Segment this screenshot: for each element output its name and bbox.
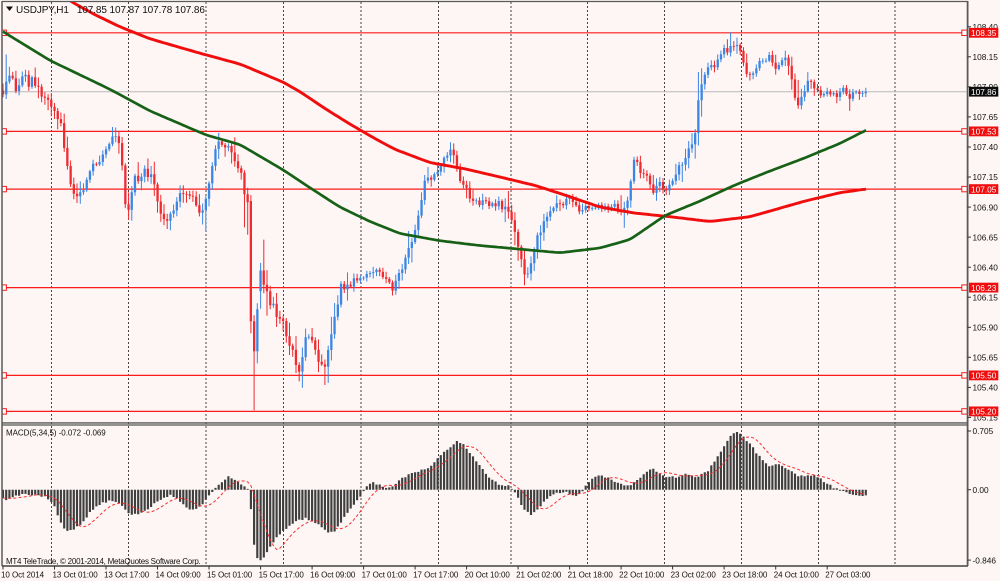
svg-text:MT4 TeleTrade, © 2001-2014, Me: MT4 TeleTrade, © 2001-2014, MetaQuotes S… xyxy=(6,557,201,566)
svg-text:0.705: 0.705 xyxy=(973,426,994,436)
svg-text:14 Oct 09:00: 14 Oct 09:00 xyxy=(156,571,202,580)
svg-text:106.40: 106.40 xyxy=(973,262,999,272)
svg-text:0.00: 0.00 xyxy=(973,485,990,495)
svg-text:106.15: 106.15 xyxy=(973,292,999,302)
svg-text:13 Oct 17:00: 13 Oct 17:00 xyxy=(104,571,150,580)
svg-text:23 Oct 18:00: 23 Oct 18:00 xyxy=(722,571,768,580)
svg-text:108.35: 108.35 xyxy=(971,28,997,38)
svg-text:105.90: 105.90 xyxy=(973,323,999,333)
svg-text:105.40: 105.40 xyxy=(973,383,999,393)
svg-text:108.40: 108.40 xyxy=(973,22,999,32)
svg-text:15 Oct 17:00: 15 Oct 17:00 xyxy=(259,571,305,580)
svg-text:USDJPY,H1 107.85 107.87 107.: USDJPY,H1 107.85 107.87 107.78 107.86 xyxy=(16,5,205,16)
svg-text:23 Oct 02:00: 23 Oct 02:00 xyxy=(671,571,717,580)
svg-text:24 Oct 10:00: 24 Oct 10:00 xyxy=(774,571,820,580)
svg-text:20 Oct 10:00: 20 Oct 10:00 xyxy=(465,571,511,580)
svg-text:21 Oct 02:00: 21 Oct 02:00 xyxy=(516,571,562,580)
svg-text:105.50: 105.50 xyxy=(971,371,997,381)
svg-text:106.90: 106.90 xyxy=(973,202,999,212)
svg-text:16 Oct 09:00: 16 Oct 09:00 xyxy=(310,571,356,580)
svg-text:107.05: 107.05 xyxy=(971,184,997,194)
svg-text:21 Oct 18:00: 21 Oct 18:00 xyxy=(568,571,614,580)
svg-text:107.65: 107.65 xyxy=(973,112,999,122)
svg-text:107.53: 107.53 xyxy=(971,127,997,137)
svg-text:107.15: 107.15 xyxy=(973,172,999,182)
svg-text:106.23: 106.23 xyxy=(971,283,997,293)
svg-text:106.65: 106.65 xyxy=(973,232,999,242)
svg-text:-0.846: -0.846 xyxy=(973,555,997,565)
svg-text:MACD(5,34,5) -0.072 -0.069: MACD(5,34,5) -0.072 -0.069 xyxy=(6,429,106,438)
svg-text:107.40: 107.40 xyxy=(973,142,999,152)
svg-text:15 Oct 01:00: 15 Oct 01:00 xyxy=(207,571,253,580)
svg-text:27 Oct 03:00: 27 Oct 03:00 xyxy=(825,571,871,580)
svg-text:10 Oct 2014: 10 Oct 2014 xyxy=(1,571,45,580)
svg-text:108.15: 108.15 xyxy=(973,52,999,62)
svg-text:17 Oct 17:00: 17 Oct 17:00 xyxy=(413,571,459,580)
svg-text:105.15: 105.15 xyxy=(973,413,999,423)
svg-text:13 Oct 01:00: 13 Oct 01:00 xyxy=(53,571,99,580)
svg-text:105.65: 105.65 xyxy=(973,353,999,363)
svg-text:105.20: 105.20 xyxy=(971,407,997,417)
svg-text:17 Oct 01:00: 17 Oct 01:00 xyxy=(362,571,408,580)
svg-text:22 Oct 10:00: 22 Oct 10:00 xyxy=(619,571,665,580)
svg-text:107.86: 107.86 xyxy=(971,87,997,97)
